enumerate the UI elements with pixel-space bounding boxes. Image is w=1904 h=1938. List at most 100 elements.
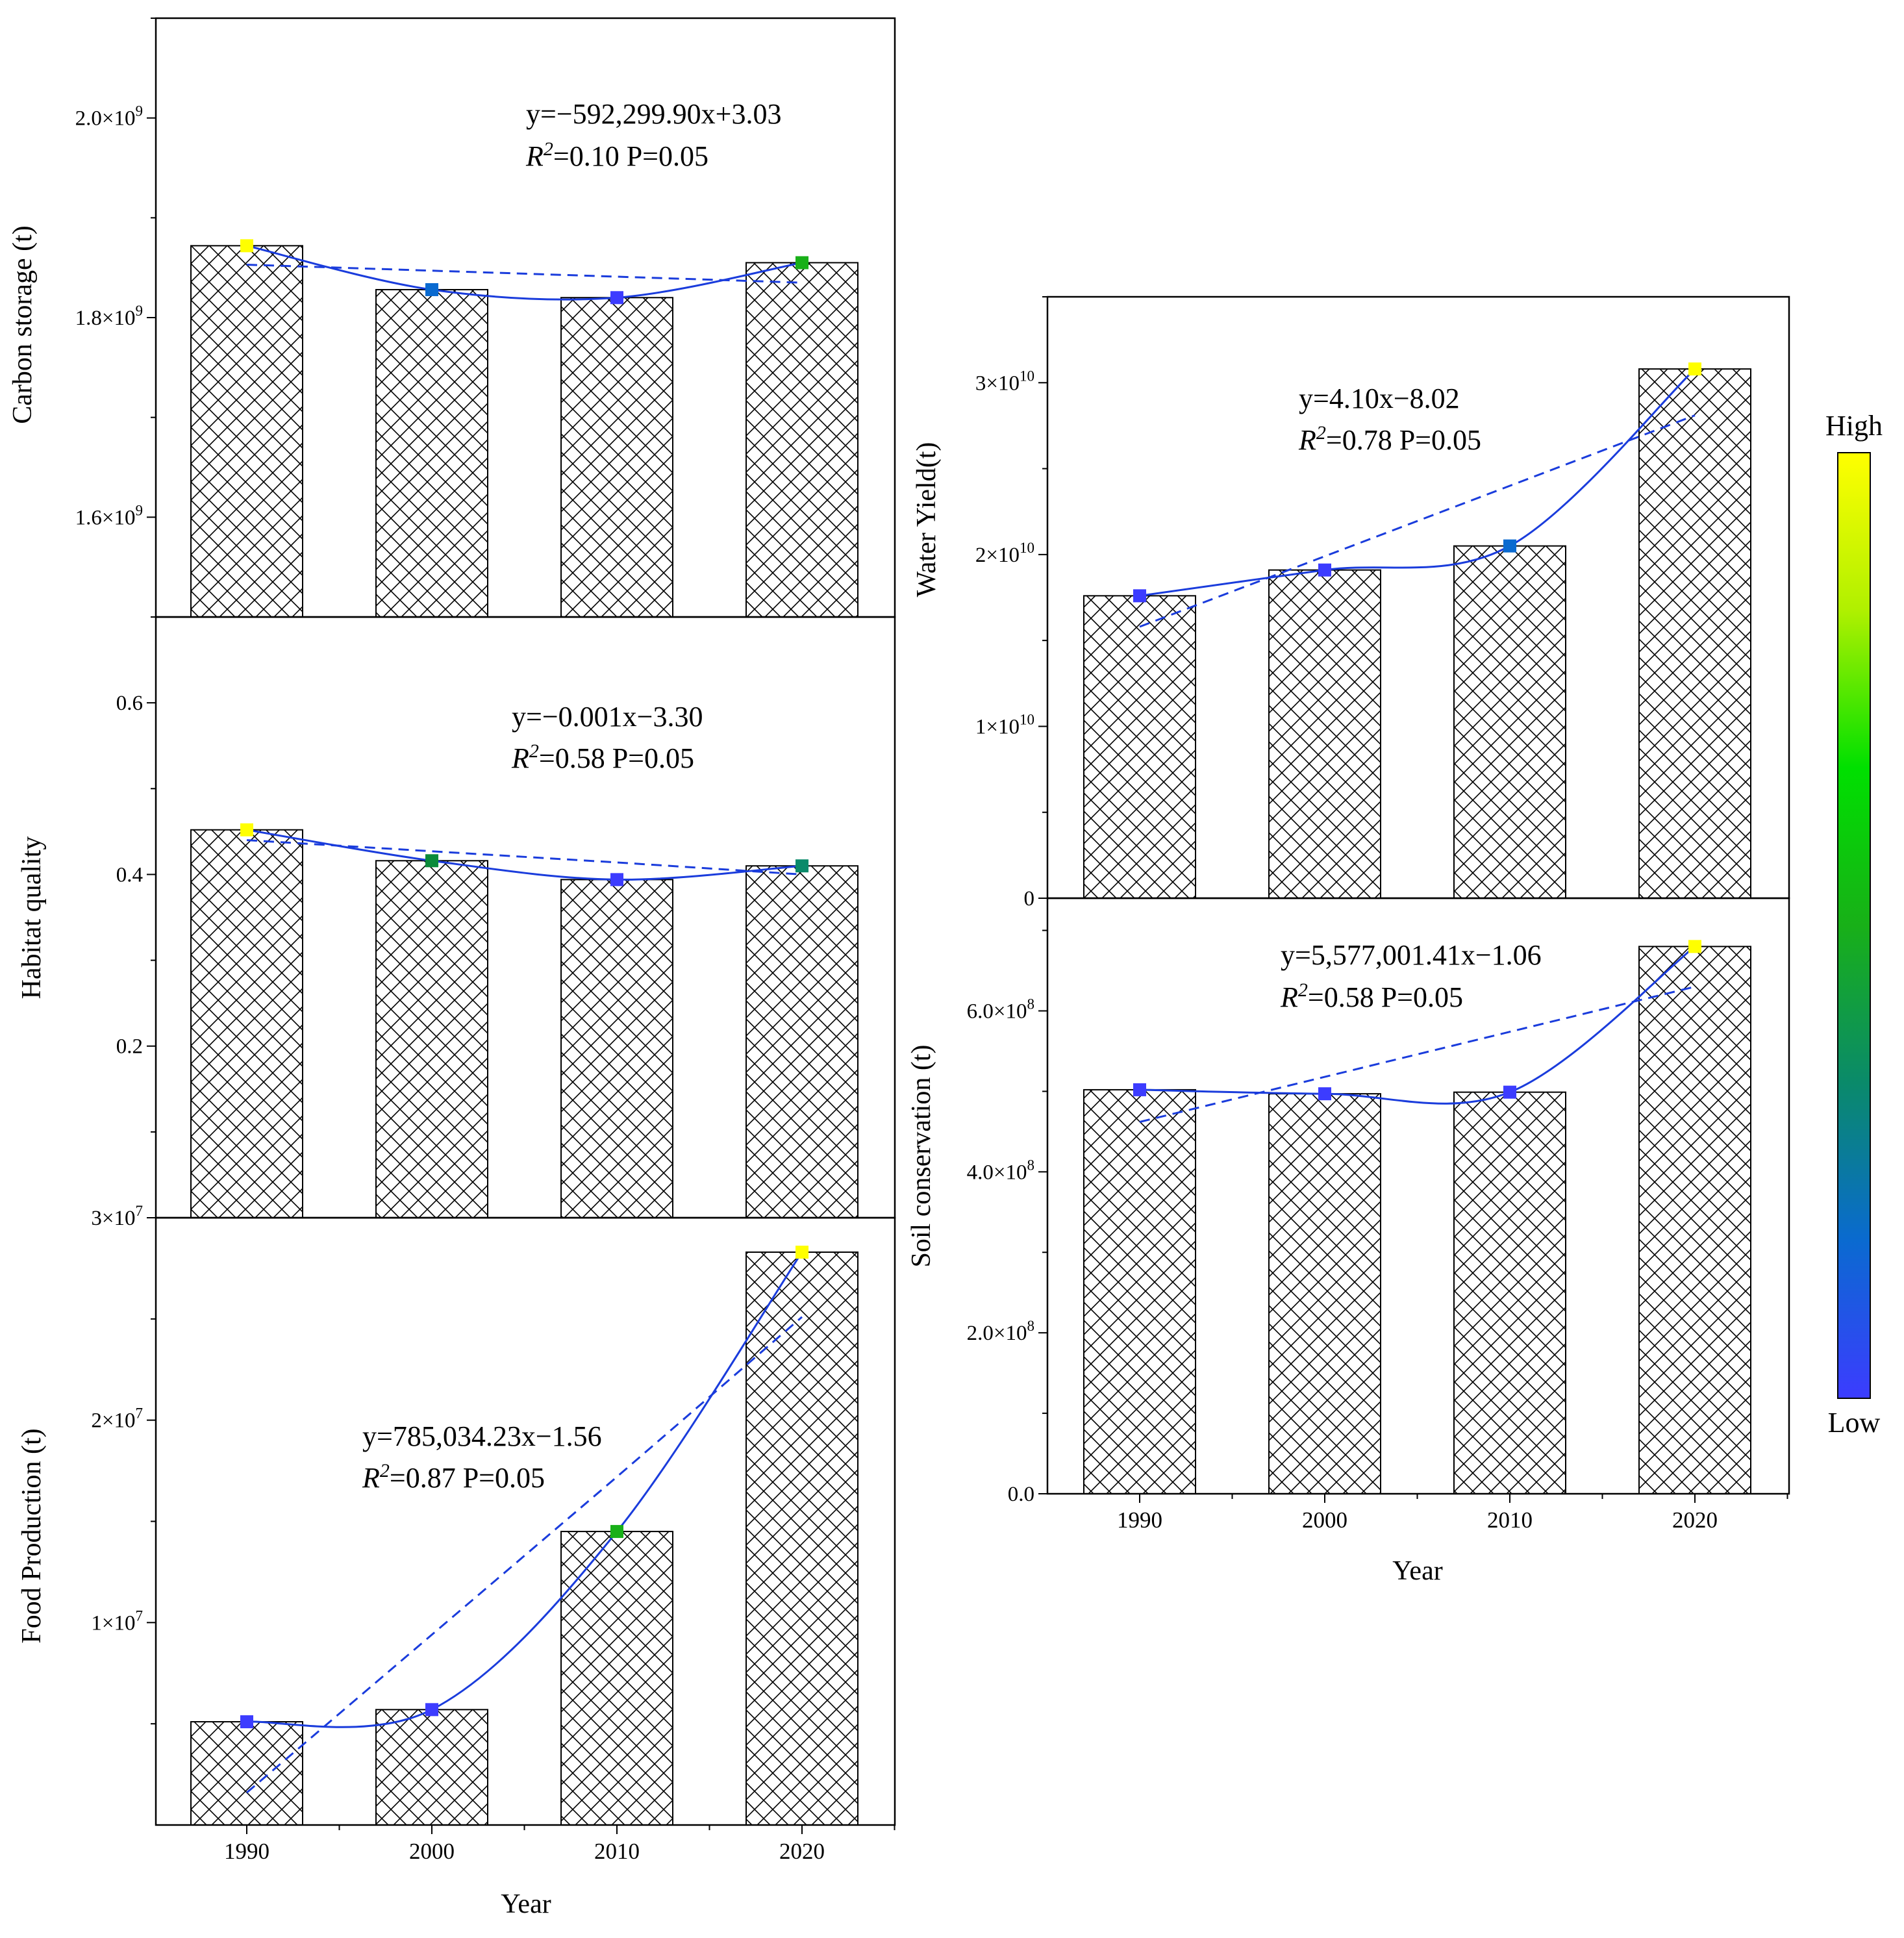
soil-plot-frame [1046,897,1790,1495]
carbon-point-2000 [425,283,438,296]
habitat-point-2000 [425,854,438,868]
food-smooth-curve [246,1252,803,1728]
soil-ytick-label: 2.0×108 [967,1318,1034,1345]
food-xtick-label-2000: 2000 [409,1839,455,1864]
soil-bar-2000 [1268,1093,1381,1494]
water-point-2010 [1503,539,1516,553]
food-panel: 1×107 2×107 3×107 Food Production (t) 1990 20… [17,1203,896,1919]
carbon-point-1990 [240,239,253,253]
habitat-smooth-curve [246,829,803,881]
colorbar-gradient [1837,452,1871,1399]
food-point-2000 [425,1703,438,1717]
carbon-point-2010 [610,291,623,305]
food-x-axis-title: Year [501,1889,551,1919]
carbon-bar-2010 [560,297,673,618]
habitat-point-2010 [610,873,623,887]
water-ytick-label: 2×1010 [975,540,1034,567]
soil-point-2020 [1688,940,1701,953]
water-linear-fit-line [1139,414,1696,628]
carbon-bar-2000 [375,288,488,618]
soil-xtick-label-1990: 1990 [1117,1507,1162,1533]
soil-equation: y=5,577,001.41x−1.06 [1281,939,1542,971]
soil-xtick-label-2010: 2010 [1487,1507,1533,1533]
food-point-2010 [610,1525,623,1539]
carbon-ytick-label: 1.8×109 [75,303,143,330]
habitat-panel: 0.2 0.4 0.6 Habitat quality y=−0.001x−3.30 R2… [17,616,896,1219]
food-r2-stats: R2=0.87 P=0.05 [362,1460,545,1494]
food-bar-2010 [560,1531,673,1826]
soil-r2-stats: R2=0.58 P=0.05 [1280,979,1463,1013]
soil-xtick-label-2000: 2000 [1302,1507,1347,1533]
habitat-bar-2000 [375,860,488,1219]
food-bar-2020 [745,1251,858,1826]
habitat-bar-2020 [745,865,858,1218]
food-ytick-label: 3×107 [91,1203,143,1230]
food-xtick-label-2010: 2010 [594,1839,640,1864]
water-y-axis-title: Water Yield(t) [912,442,942,598]
food-y-axis-title: Food Production (t) [17,1428,47,1643]
soil-point-1990 [1133,1083,1146,1096]
water-point-2000 [1318,563,1331,577]
habitat-ytick-label: 0.2 [116,1035,143,1059]
water-ytick-label: 1×1010 [975,711,1034,738]
soil-smooth-curve [1139,946,1696,1105]
water-equation: y=4.10x−8.02 [1299,383,1460,414]
carbon-equation: y=−592,299.90x+3.03 [526,98,781,130]
colorbar-legend: High Low [1825,410,1883,1439]
carbon-ytick-label: 2.0×109 [75,103,143,131]
habitat-ytick-label: 0.6 [116,692,143,715]
soil-ytick-label: 0.0 [1008,1483,1034,1506]
food-xtick-label-1990: 1990 [224,1839,269,1864]
soil-ytick-label: 4.0×108 [967,1157,1034,1184]
soil-point-2000 [1318,1087,1331,1101]
water-point-1990 [1133,589,1146,603]
food-ytick-label: 2×107 [91,1405,143,1433]
soil-point-2010 [1503,1085,1516,1099]
soil-xtick-label-2020: 2020 [1672,1507,1718,1533]
carbon-bar-2020 [745,262,858,618]
food-point-1990 [240,1715,253,1729]
soil-linear-fit-line [1139,985,1696,1123]
food-xtick-label-2020: 2020 [779,1839,825,1864]
carbon-smooth-curve [246,244,803,301]
carbon-panel: 1.6×109 1.8×109 2.0×109 Carbon storage (t) y… [8,17,896,618]
soil-ytick-label: 6.0×108 [967,996,1034,1023]
carbon-point-2020 [795,256,808,270]
colorbar-low-label: Low [1828,1407,1881,1439]
food-bar-2000 [375,1709,488,1826]
habitat-bar-2010 [560,879,673,1219]
soil-x-axis-title: Year [1392,1556,1442,1586]
soil-panel: 0.0 2.0×108 4.0×108 6.0×108 Soil conservatio… [907,897,1790,1586]
water-ytick-label: 3×1010 [975,368,1034,395]
carbon-y-axis-title: Carbon storage (t) [8,225,38,424]
water-bar-2020 [1638,368,1751,899]
water-bar-2010 [1453,545,1566,899]
food-ytick-label: 1×107 [91,1607,143,1635]
carbon-linear-fit-line [246,264,803,284]
water-r2-stats: R2=0.78 P=0.05 [1298,422,1481,456]
carbon-r2-stats: R2=0.10 P=0.05 [525,138,708,172]
food-equation: y=785,034.23x−1.56 [362,1420,602,1452]
habitat-r2-stats: R2=0.58 P=0.05 [511,740,694,774]
habitat-ytick-label: 0.4 [116,863,143,887]
habitat-point-2020 [795,859,808,873]
food-linear-fit-line [246,1316,803,1794]
food-bar-1990 [190,1721,303,1826]
carbon-bar-1990 [190,245,303,618]
soil-bar-2020 [1638,946,1751,1494]
colorbar-high-label: High [1825,410,1883,442]
habitat-equation: y=−0.001x−3.30 [512,701,703,733]
habitat-y-axis-title: Habitat quality [17,837,47,1000]
food-point-2020 [795,1245,808,1259]
soil-y-axis-title: Soil conservation (t) [907,1045,936,1268]
water-smooth-curve [1139,368,1696,597]
water-point-2020 [1688,362,1701,376]
water-bar-2000 [1268,569,1381,899]
carbon-ytick-label: 1.6×109 [75,502,143,529]
water-panel: 0 1×1010 2×1010 3×1010 Water Yield(t) y=4.10x… [912,296,1790,911]
water-ytick-label: 0 [1024,887,1035,911]
habitat-bar-1990 [190,829,303,1218]
soil-bar-2010 [1453,1091,1566,1495]
water-bar-1990 [1083,595,1196,900]
